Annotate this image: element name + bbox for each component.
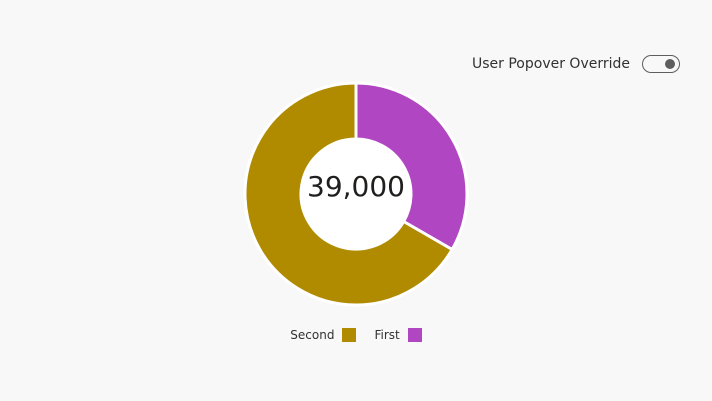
popover-override-toggle-row: User Popover Override: [472, 55, 680, 73]
legend-swatch: [407, 328, 422, 342]
toggle-knob: [665, 59, 675, 69]
chart-legend: Second First: [0, 328, 712, 342]
legend-label: Second: [290, 328, 335, 342]
donut-center-value: 39,000: [307, 170, 405, 203]
donut-slice-second[interactable]: [243, 81, 455, 307]
legend-item-first[interactable]: First: [374, 328, 422, 342]
popover-override-toggle[interactable]: [642, 55, 680, 73]
donut-hole: [302, 140, 410, 248]
legend-item-second[interactable]: Second: [290, 328, 357, 342]
legend-label: First: [374, 328, 400, 342]
legend-swatch: [342, 328, 357, 342]
donut-slice-first[interactable]: [354, 81, 469, 252]
popover-override-label: User Popover Override: [472, 56, 630, 72]
